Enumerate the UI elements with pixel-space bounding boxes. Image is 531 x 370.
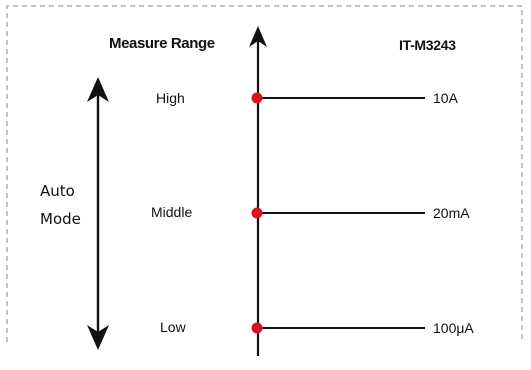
level-value-middle: 20mA bbox=[433, 205, 470, 221]
auto-mode-label: Auto Mode bbox=[40, 177, 81, 233]
auto-mode-label-line1: Auto bbox=[40, 182, 75, 200]
model-number: IT-M3243 bbox=[399, 37, 456, 53]
auto-mode-arrow-bottom bbox=[87, 325, 109, 350]
level-dot-low bbox=[251, 322, 263, 334]
level-value-high: 10A bbox=[433, 90, 458, 106]
dashed-frame bbox=[6, 5, 523, 342]
range-axis-arrowhead bbox=[249, 26, 267, 47]
level-name-low: Low bbox=[160, 319, 186, 335]
diagram-title: Measure Range bbox=[109, 35, 215, 52]
level-name-high: High bbox=[156, 90, 185, 106]
level-name-middle: Middle bbox=[151, 204, 193, 220]
auto-mode-label-line2: Mode bbox=[40, 210, 81, 228]
level-dot-high bbox=[251, 92, 263, 104]
auto-mode-arrow-top bbox=[87, 77, 109, 102]
level-dot-middle bbox=[251, 207, 263, 219]
level-value-low: 100μA bbox=[433, 320, 474, 336]
